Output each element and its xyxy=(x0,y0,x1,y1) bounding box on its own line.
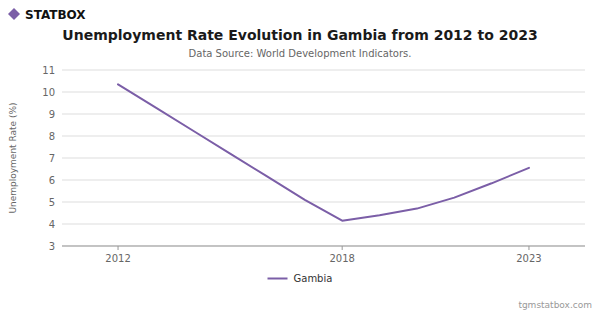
title: Unemployment Rate Evolution in Gambia fr… xyxy=(62,27,537,43)
grid-line xyxy=(62,92,585,93)
chart: STATBOX Unemployment Rate Evolution in Ga… xyxy=(0,0,600,314)
y-tick-label: 5 xyxy=(49,197,55,208)
series-line xyxy=(118,84,529,220)
legend-swatch xyxy=(268,278,288,280)
y-tick-label: 7 xyxy=(49,153,55,164)
grid-line xyxy=(62,114,585,115)
plot-area xyxy=(118,84,529,220)
grid-line xyxy=(62,224,585,225)
logo-text: STATBOX xyxy=(25,8,86,22)
x-tick xyxy=(342,246,343,250)
y-tick-label: 3 xyxy=(49,241,55,252)
footer: tgmstatbox.com xyxy=(518,300,592,310)
grid-line xyxy=(62,158,585,159)
x-tick xyxy=(118,246,119,250)
y-tick-label: 9 xyxy=(49,109,55,120)
legend-label: Gambia xyxy=(294,273,333,284)
y-tick-label: 4 xyxy=(49,219,55,230)
x-tick xyxy=(528,246,529,250)
grid-line xyxy=(62,136,585,137)
y-tick-label: 11 xyxy=(42,65,55,76)
y-axis-label: Unemployment Rate (%) xyxy=(8,102,18,213)
legend: Gambia xyxy=(268,273,333,284)
x-axis-line xyxy=(62,246,585,247)
x-ticks: 2012 2018 2023 xyxy=(105,246,541,264)
grid-line xyxy=(62,180,585,181)
x-tick-label: 2012 xyxy=(105,253,130,264)
subtitle: Data Source: World Development Indicator… xyxy=(189,48,412,59)
y-tick-label: 10 xyxy=(42,87,55,98)
x-tick-label: 2023 xyxy=(516,253,541,264)
logo: STATBOX xyxy=(8,8,86,22)
grid-line xyxy=(62,70,585,71)
grid-line xyxy=(62,246,585,247)
grid-line xyxy=(62,202,585,203)
logo-diamond xyxy=(8,8,20,20)
y-grid: 3 4 5 6 7 8 9 10 11 xyxy=(42,65,585,252)
y-tick-label: 6 xyxy=(49,175,55,186)
y-tick-label: 8 xyxy=(49,131,55,142)
x-tick-label: 2018 xyxy=(329,253,354,264)
